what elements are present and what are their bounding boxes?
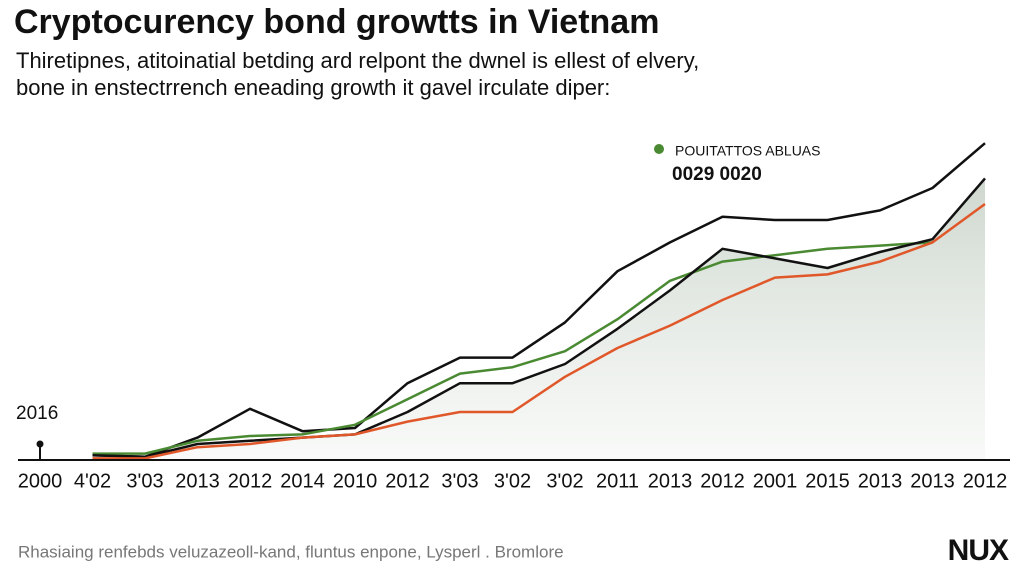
plot-area [92, 142, 986, 460]
x-tick-label: 2013 [858, 470, 903, 492]
x-tick-label: 3'02 [546, 470, 583, 492]
x-tick-label: 2012 [228, 470, 273, 492]
x-tick-label: 3'02 [494, 470, 531, 492]
footer: Rhasiaing renfebds veluzazeoll-kand, flu… [18, 542, 564, 561]
x-tick-label: 2012 [385, 470, 430, 492]
legend-label: POUITATTOS ABLUAS [675, 143, 820, 159]
subtitle: Thiretipnes, atitoinatial betding ard re… [16, 48, 699, 73]
x-tick-label: 3'03 [126, 470, 163, 492]
x-tick-label: 2000 [18, 470, 63, 492]
x-tick-label: 2014 [280, 470, 325, 492]
x-tick-label: 2012 [700, 470, 745, 492]
x-tick-label: 3'03 [441, 470, 478, 492]
line [92, 142, 986, 459]
x-tick-label: 2010 [333, 470, 378, 492]
x-tick-label: 2011 [596, 470, 639, 492]
x-tick-label: 2013 [175, 470, 220, 492]
pin-head [36, 440, 44, 448]
legend-swatch [654, 144, 664, 154]
x-tick-label: 2013 [910, 470, 955, 492]
annotation: 2016 [16, 403, 58, 424]
x-tick-label: 2015 [805, 470, 850, 492]
line [92, 202, 986, 460]
area [92, 178, 985, 460]
subtitle: bone in enstectrrench eneading growth it… [16, 75, 610, 100]
x-tick-label: 2001 [753, 470, 798, 492]
logo: NUX [948, 534, 1009, 567]
chart-title: Cryptocurency bond growtts in Vietnam [14, 3, 659, 41]
x-tick-label: 2013 [648, 470, 693, 492]
line [92, 177, 986, 459]
annotation: 0029 0020 [672, 164, 762, 185]
x-tick-label: 4'02 [74, 470, 111, 492]
x-tick-label: 2012 [963, 470, 1008, 492]
line [92, 241, 933, 455]
